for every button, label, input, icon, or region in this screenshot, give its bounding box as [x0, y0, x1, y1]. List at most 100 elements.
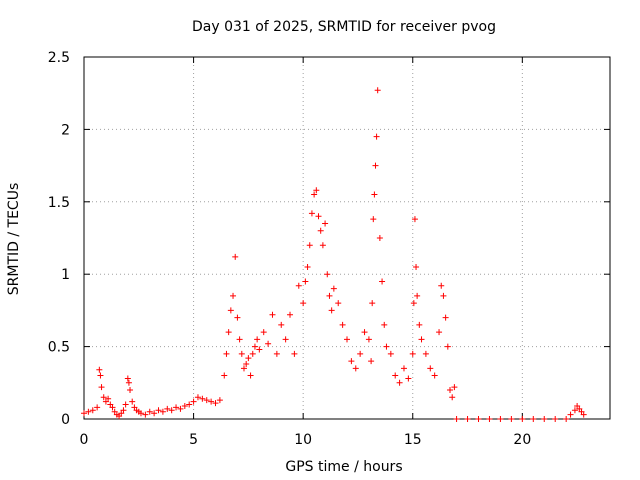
data-point — [168, 407, 175, 414]
data-point — [142, 411, 149, 418]
data-point — [413, 263, 420, 270]
data-point — [418, 336, 425, 343]
data-point — [216, 397, 223, 404]
data-point — [324, 271, 331, 278]
data-point — [282, 336, 289, 343]
data-point — [317, 227, 324, 234]
data-point — [530, 416, 537, 422]
y-tick-label: 2.5 — [48, 50, 70, 66]
y-tick-label: 0.5 — [48, 340, 70, 356]
data-point — [232, 253, 239, 260]
data-point — [383, 343, 390, 350]
data-point — [414, 292, 421, 299]
data-point — [85, 408, 92, 415]
data-point — [442, 314, 449, 321]
data-point — [146, 408, 153, 415]
data-point — [122, 401, 129, 408]
data-point — [365, 336, 372, 343]
data-point — [464, 416, 471, 422]
data-point — [260, 329, 267, 336]
data-point — [124, 375, 131, 382]
data-point — [269, 311, 276, 318]
data-point — [181, 402, 188, 409]
data-point — [438, 282, 445, 289]
data-point — [422, 350, 429, 357]
data-point — [89, 407, 96, 414]
data-point — [368, 358, 375, 365]
data-point — [405, 375, 412, 382]
x-tick-label: 20 — [513, 432, 531, 448]
data-point — [372, 162, 379, 169]
data-point — [97, 372, 104, 379]
data-point — [105, 395, 112, 402]
data-points — [81, 87, 587, 422]
data-point — [81, 410, 87, 417]
data-point — [208, 398, 215, 405]
y-tick-label: 1.5 — [48, 195, 70, 211]
data-point — [240, 365, 247, 372]
data-point — [411, 216, 418, 223]
data-point — [308, 210, 315, 217]
data-point — [100, 394, 107, 401]
data-point — [409, 350, 416, 357]
data-point — [173, 404, 180, 411]
data-point — [194, 394, 201, 401]
data-point — [247, 372, 254, 379]
data-point — [177, 405, 184, 412]
data-point — [212, 400, 219, 407]
data-point — [335, 300, 342, 307]
data-point — [374, 87, 381, 94]
plot-frame — [83, 56, 611, 420]
data-point — [580, 411, 587, 418]
data-point — [400, 365, 407, 372]
data-point — [369, 300, 376, 307]
data-point — [109, 404, 116, 411]
data-point — [137, 410, 144, 417]
data-point — [249, 350, 256, 357]
data-point — [379, 278, 386, 285]
data-point — [392, 372, 399, 379]
data-point — [339, 321, 346, 328]
data-point — [508, 416, 515, 422]
data-point — [552, 416, 559, 422]
x-tick-label: 5 — [189, 432, 198, 448]
data-point — [155, 407, 162, 414]
x-tick-label: 0 — [80, 432, 89, 448]
y-axis-label: SRMTID / TECUs — [6, 183, 22, 296]
chart-title: Day 031 of 2025, SRMTID for receiver pvo… — [192, 19, 496, 35]
data-point — [436, 329, 443, 336]
data-point — [326, 292, 333, 299]
data-point — [254, 336, 261, 343]
data-point — [313, 187, 320, 194]
data-point — [376, 235, 383, 241]
data-point — [304, 263, 311, 270]
data-point — [251, 343, 258, 350]
x-tick-label: 15 — [404, 432, 422, 448]
data-point — [300, 300, 307, 307]
data-point — [127, 387, 134, 394]
data-point — [295, 282, 302, 289]
data-point — [190, 398, 197, 405]
x-axis-label: GPS time / hours — [285, 459, 402, 475]
data-point — [563, 416, 570, 422]
data-point — [352, 365, 359, 372]
data-point — [186, 401, 193, 408]
data-point — [486, 416, 493, 422]
data-point — [159, 408, 166, 415]
data-point — [444, 343, 451, 350]
data-point — [129, 398, 136, 405]
data-point — [287, 311, 294, 318]
data-point — [291, 350, 298, 357]
x-tick-label: 10 — [294, 432, 312, 448]
data-point — [371, 191, 378, 198]
data-point — [497, 416, 504, 422]
data-point — [230, 292, 237, 299]
data-point — [519, 416, 526, 422]
data-point — [256, 346, 263, 353]
data-point — [396, 379, 403, 386]
data-point — [94, 404, 101, 411]
data-point — [223, 350, 230, 357]
data-point — [453, 416, 460, 422]
